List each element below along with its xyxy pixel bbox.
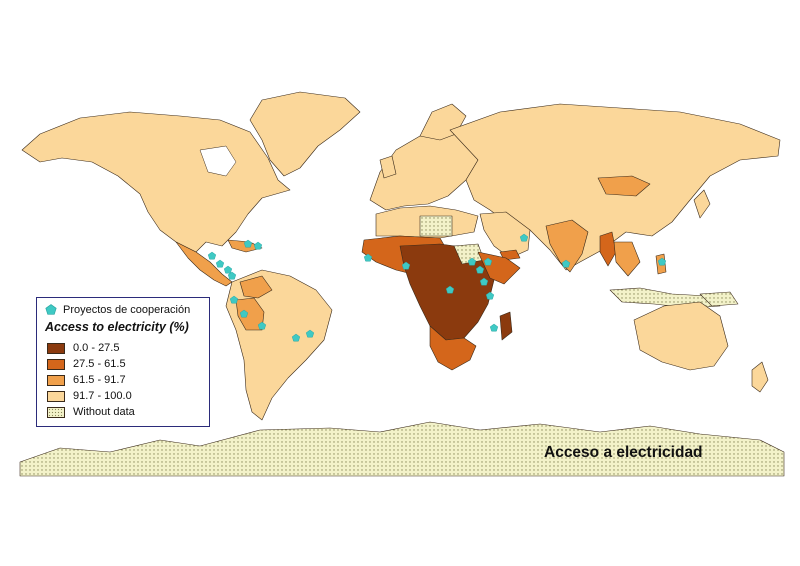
legend-class-label: 91.7 - 100.0 bbox=[73, 390, 132, 402]
legend-projects-entry: Proyectos de cooperación bbox=[45, 302, 203, 318]
japan bbox=[693, 189, 711, 219]
australia bbox=[633, 301, 729, 371]
legend-swatch bbox=[47, 374, 65, 386]
project-marker bbox=[363, 253, 373, 262]
hudson-bay bbox=[199, 145, 237, 177]
libya-no-data bbox=[419, 215, 453, 237]
antarctica bbox=[19, 421, 785, 477]
project-marker bbox=[227, 271, 237, 280]
south-america bbox=[225, 269, 333, 421]
project-marker bbox=[561, 259, 571, 268]
legend-class-1: 0.0 - 27.5 bbox=[43, 340, 203, 356]
southeast-asia bbox=[613, 241, 641, 277]
project-marker bbox=[207, 251, 217, 260]
project-marker bbox=[489, 323, 499, 332]
uk-ireland bbox=[379, 155, 397, 179]
legend-class-2: 27.5 - 61.5 bbox=[43, 356, 203, 372]
map-title: Acceso a electricidad bbox=[544, 444, 703, 461]
new-guinea bbox=[699, 291, 739, 307]
project-marker bbox=[467, 257, 477, 266]
legend-swatch bbox=[47, 390, 65, 402]
project-marker bbox=[229, 295, 239, 304]
middle-east bbox=[479, 211, 531, 259]
project-marker bbox=[445, 285, 455, 294]
central-america bbox=[175, 241, 233, 287]
project-marker bbox=[291, 333, 301, 342]
project-marker bbox=[483, 257, 493, 266]
pentagon-marker-icon bbox=[45, 304, 57, 315]
legend-class-label: 27.5 - 61.5 bbox=[73, 358, 126, 370]
project-marker bbox=[475, 265, 485, 274]
project-marker bbox=[519, 233, 529, 242]
legend-class-label: Without data bbox=[73, 406, 135, 418]
legend-swatch bbox=[47, 358, 65, 370]
project-marker bbox=[485, 291, 495, 300]
legend-title: Access to electricity (%) bbox=[45, 320, 189, 334]
project-marker bbox=[253, 241, 263, 250]
project-marker bbox=[239, 309, 249, 318]
map-legend: Proyectos de cooperación Access to elect… bbox=[36, 297, 210, 427]
project-marker bbox=[657, 257, 667, 266]
southern-africa bbox=[429, 325, 477, 371]
greenland bbox=[249, 91, 361, 177]
project-marker bbox=[401, 261, 411, 270]
project-marker bbox=[305, 329, 315, 338]
madagascar bbox=[499, 311, 513, 341]
legend-swatch bbox=[47, 342, 65, 354]
project-marker bbox=[479, 277, 489, 286]
legend-class-label: 61.5 - 91.7 bbox=[73, 374, 126, 386]
myanmar bbox=[599, 231, 617, 267]
legend-projects-label: Proyectos de cooperación bbox=[63, 304, 191, 316]
mongolia bbox=[597, 175, 651, 197]
new-zealand bbox=[751, 361, 769, 393]
project-marker bbox=[215, 259, 225, 268]
colombia-venezuela bbox=[239, 275, 273, 299]
legend-class-5: Without data bbox=[43, 404, 203, 420]
peru-bolivia bbox=[235, 297, 265, 331]
cooperation-projects bbox=[207, 233, 667, 342]
legend-class-4: 91.7 - 100.0 bbox=[43, 388, 203, 404]
legend-class-3: 61.5 - 91.7 bbox=[43, 372, 203, 388]
legend-class-label: 0.0 - 27.5 bbox=[73, 342, 120, 354]
north-america bbox=[21, 111, 291, 253]
india bbox=[545, 219, 589, 273]
project-marker bbox=[223, 265, 233, 274]
project-marker bbox=[243, 239, 253, 248]
project-marker bbox=[257, 321, 267, 330]
legend-swatch bbox=[47, 406, 65, 418]
